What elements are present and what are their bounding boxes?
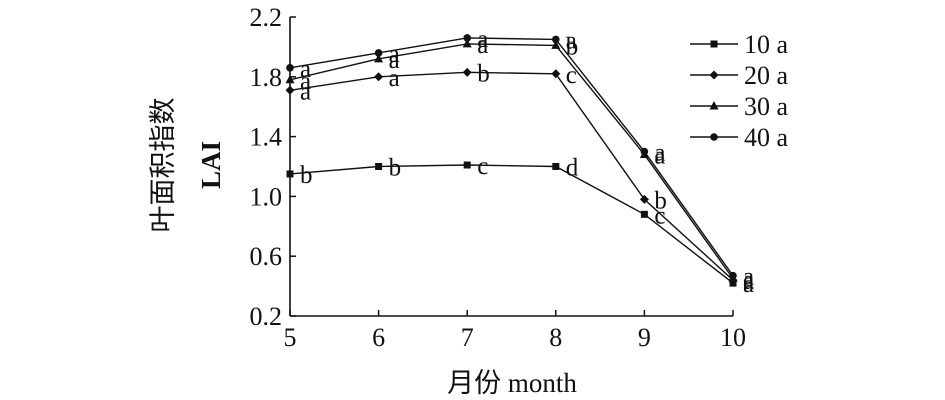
significance-letter: b bbox=[654, 187, 667, 214]
significance-letter: c bbox=[654, 202, 665, 229]
y-axis-title: 叶面积指数 bbox=[148, 98, 178, 233]
significance-letter: b bbox=[566, 33, 579, 60]
y-axis-title-en-group: LAI bbox=[196, 141, 226, 189]
x-tick-label: 8 bbox=[549, 323, 562, 352]
y-tick-label: 0.6 bbox=[250, 242, 283, 271]
series-line bbox=[289, 37, 734, 277]
significance-letter: b bbox=[389, 155, 402, 182]
significance-letter: c bbox=[566, 62, 577, 89]
data-point bbox=[462, 67, 472, 77]
x-tick-label: 6 bbox=[372, 323, 385, 352]
axes: 0.2 0.6 1.0 1.4 1.8 2.2 5 6 7 8 9 10 bbox=[250, 3, 747, 352]
data-point bbox=[640, 147, 649, 156]
series-3: aaa aaa bbox=[286, 26, 754, 291]
legend-item: 30 a bbox=[690, 92, 789, 121]
series-line bbox=[289, 164, 734, 284]
legend-label: 10 a bbox=[744, 30, 789, 59]
y-axis-title-cn: 叶面积指数 bbox=[148, 98, 178, 233]
y-tick-label: 2.2 bbox=[250, 3, 283, 32]
data-point bbox=[285, 85, 295, 95]
data-point bbox=[639, 194, 649, 204]
data-point bbox=[374, 49, 383, 57]
legend-marker bbox=[710, 133, 718, 141]
significance-letter: a bbox=[743, 271, 754, 298]
legend: 10 a20 a30 a40 a bbox=[690, 30, 789, 152]
significance-letter: a bbox=[743, 267, 754, 294]
legend-label: 40 a bbox=[744, 123, 789, 152]
significance-letter: a bbox=[566, 27, 577, 54]
data-point bbox=[551, 69, 561, 79]
data-point bbox=[729, 271, 737, 280]
y-tick-label: 0.2 bbox=[250, 302, 283, 331]
significance-letter: a bbox=[477, 26, 488, 53]
y-tick-label: 1.0 bbox=[250, 182, 283, 211]
x-tick-label: 9 bbox=[638, 323, 651, 352]
significance-letter: d bbox=[566, 155, 579, 182]
significance-letter: a bbox=[300, 56, 311, 83]
data-point bbox=[640, 210, 648, 218]
data-point bbox=[552, 163, 560, 170]
x-tick-label: 10 bbox=[720, 323, 746, 352]
legend-marker bbox=[709, 70, 719, 80]
data-point bbox=[286, 64, 294, 72]
series-line bbox=[289, 43, 734, 280]
x-tick-label: 5 bbox=[284, 323, 297, 352]
significance-letter: b bbox=[300, 162, 313, 189]
series-1: a a b cba bbox=[285, 60, 754, 295]
y-tick-label: 1.4 bbox=[250, 123, 283, 152]
series-0: b b c dca bbox=[286, 153, 754, 298]
significance-letter: c bbox=[477, 153, 488, 180]
data-point bbox=[286, 170, 294, 178]
data-point bbox=[374, 53, 384, 63]
legend-label: 20 a bbox=[744, 61, 789, 90]
significance-letter: a bbox=[300, 78, 311, 105]
series-2: aaa baa bbox=[285, 32, 754, 294]
series-line bbox=[289, 71, 734, 281]
data-point bbox=[463, 161, 471, 169]
y-axis-title-en: LAI bbox=[196, 141, 226, 189]
data-point bbox=[462, 38, 472, 48]
significance-letter: a bbox=[654, 143, 665, 170]
significance-letter: a bbox=[743, 264, 754, 291]
data-point bbox=[551, 40, 561, 49]
significance-letter: a bbox=[743, 268, 754, 295]
significance-letter: a bbox=[300, 68, 311, 95]
data-point bbox=[285, 74, 295, 84]
significance-letter: a bbox=[389, 65, 400, 92]
x-tick-label: 7 bbox=[461, 323, 474, 352]
data-point bbox=[463, 34, 472, 42]
legend-marker bbox=[709, 101, 719, 110]
significance-letter: a bbox=[389, 47, 400, 74]
data-point bbox=[374, 72, 384, 82]
data-point bbox=[375, 163, 383, 170]
legend-item: 10 a bbox=[690, 30, 789, 59]
significance-letter: b bbox=[477, 60, 490, 87]
legend-item: 20 a bbox=[690, 61, 789, 90]
significance-letter: a bbox=[654, 140, 665, 167]
significance-letter: a bbox=[389, 41, 400, 68]
data-point bbox=[552, 35, 560, 44]
legend-label: 30 a bbox=[744, 92, 789, 121]
y-tick-label: 1.8 bbox=[250, 63, 283, 92]
x-axis-title: 月份 month bbox=[447, 368, 577, 398]
legend-marker bbox=[710, 40, 718, 48]
significance-letter: a bbox=[477, 32, 488, 59]
legend-item: 40 a bbox=[690, 123, 789, 152]
